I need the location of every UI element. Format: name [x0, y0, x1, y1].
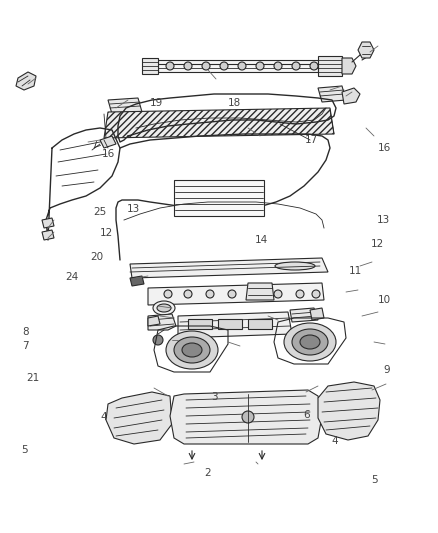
Circle shape: [310, 62, 318, 70]
Circle shape: [238, 62, 246, 70]
Text: 6: 6: [303, 410, 310, 419]
Ellipse shape: [275, 262, 315, 270]
Circle shape: [256, 62, 264, 70]
Polygon shape: [148, 283, 324, 305]
Circle shape: [274, 290, 282, 298]
Polygon shape: [318, 86, 346, 102]
Text: 4: 4: [332, 436, 339, 446]
Polygon shape: [170, 390, 322, 444]
Text: 4: 4: [101, 412, 108, 422]
Circle shape: [274, 62, 282, 70]
Text: 13: 13: [377, 215, 390, 224]
Circle shape: [164, 290, 172, 298]
Polygon shape: [108, 98, 142, 114]
Text: 17: 17: [304, 135, 318, 144]
Polygon shape: [42, 230, 54, 240]
Text: 16: 16: [102, 149, 115, 158]
Circle shape: [312, 290, 320, 298]
Ellipse shape: [157, 304, 171, 312]
Text: 7: 7: [22, 342, 29, 351]
Polygon shape: [358, 42, 374, 58]
Circle shape: [206, 290, 214, 298]
Polygon shape: [148, 314, 176, 330]
Polygon shape: [290, 308, 318, 322]
Bar: [188, 319, 212, 329]
Text: 11: 11: [349, 266, 362, 276]
Polygon shape: [246, 283, 274, 300]
Text: 2: 2: [205, 469, 212, 478]
Polygon shape: [310, 308, 324, 320]
Text: 9: 9: [383, 366, 390, 375]
Polygon shape: [342, 88, 360, 104]
Polygon shape: [318, 382, 380, 440]
Circle shape: [184, 290, 192, 298]
Circle shape: [166, 62, 174, 70]
Polygon shape: [42, 218, 54, 228]
Text: 10: 10: [378, 295, 391, 304]
Bar: [218, 319, 242, 329]
Polygon shape: [106, 392, 172, 444]
Polygon shape: [318, 56, 342, 76]
Circle shape: [202, 62, 210, 70]
Circle shape: [220, 62, 228, 70]
Circle shape: [296, 290, 304, 298]
Text: 19: 19: [150, 98, 163, 108]
Circle shape: [184, 62, 192, 70]
Ellipse shape: [182, 343, 202, 357]
Polygon shape: [178, 312, 292, 338]
Text: 16: 16: [378, 143, 391, 153]
Circle shape: [292, 62, 300, 70]
Polygon shape: [158, 60, 318, 72]
Ellipse shape: [174, 337, 210, 363]
Text: 5: 5: [371, 475, 378, 484]
Polygon shape: [342, 58, 356, 74]
Text: 25: 25: [93, 207, 106, 217]
Polygon shape: [16, 72, 36, 90]
Text: 8: 8: [22, 327, 29, 336]
Ellipse shape: [300, 335, 320, 349]
Bar: [174, 180, 264, 216]
Polygon shape: [130, 276, 144, 286]
Text: 13: 13: [127, 205, 140, 214]
Circle shape: [228, 290, 236, 298]
Circle shape: [153, 335, 163, 345]
Polygon shape: [104, 108, 334, 138]
Ellipse shape: [153, 301, 175, 315]
Text: 24: 24: [66, 272, 79, 282]
Text: 5: 5: [21, 446, 28, 455]
Text: 20: 20: [90, 253, 103, 262]
Text: 12: 12: [99, 229, 113, 238]
Text: 18: 18: [228, 98, 241, 108]
Text: 3: 3: [211, 392, 218, 402]
Text: 14: 14: [255, 235, 268, 245]
Ellipse shape: [284, 323, 336, 361]
Text: 12: 12: [371, 239, 384, 249]
Polygon shape: [130, 258, 328, 278]
Ellipse shape: [166, 331, 218, 369]
Text: 21: 21: [26, 374, 39, 383]
Bar: [248, 319, 272, 329]
Polygon shape: [142, 58, 158, 74]
Polygon shape: [148, 316, 160, 326]
Circle shape: [252, 290, 260, 298]
Polygon shape: [100, 136, 116, 148]
Circle shape: [242, 411, 254, 423]
Ellipse shape: [292, 329, 328, 355]
